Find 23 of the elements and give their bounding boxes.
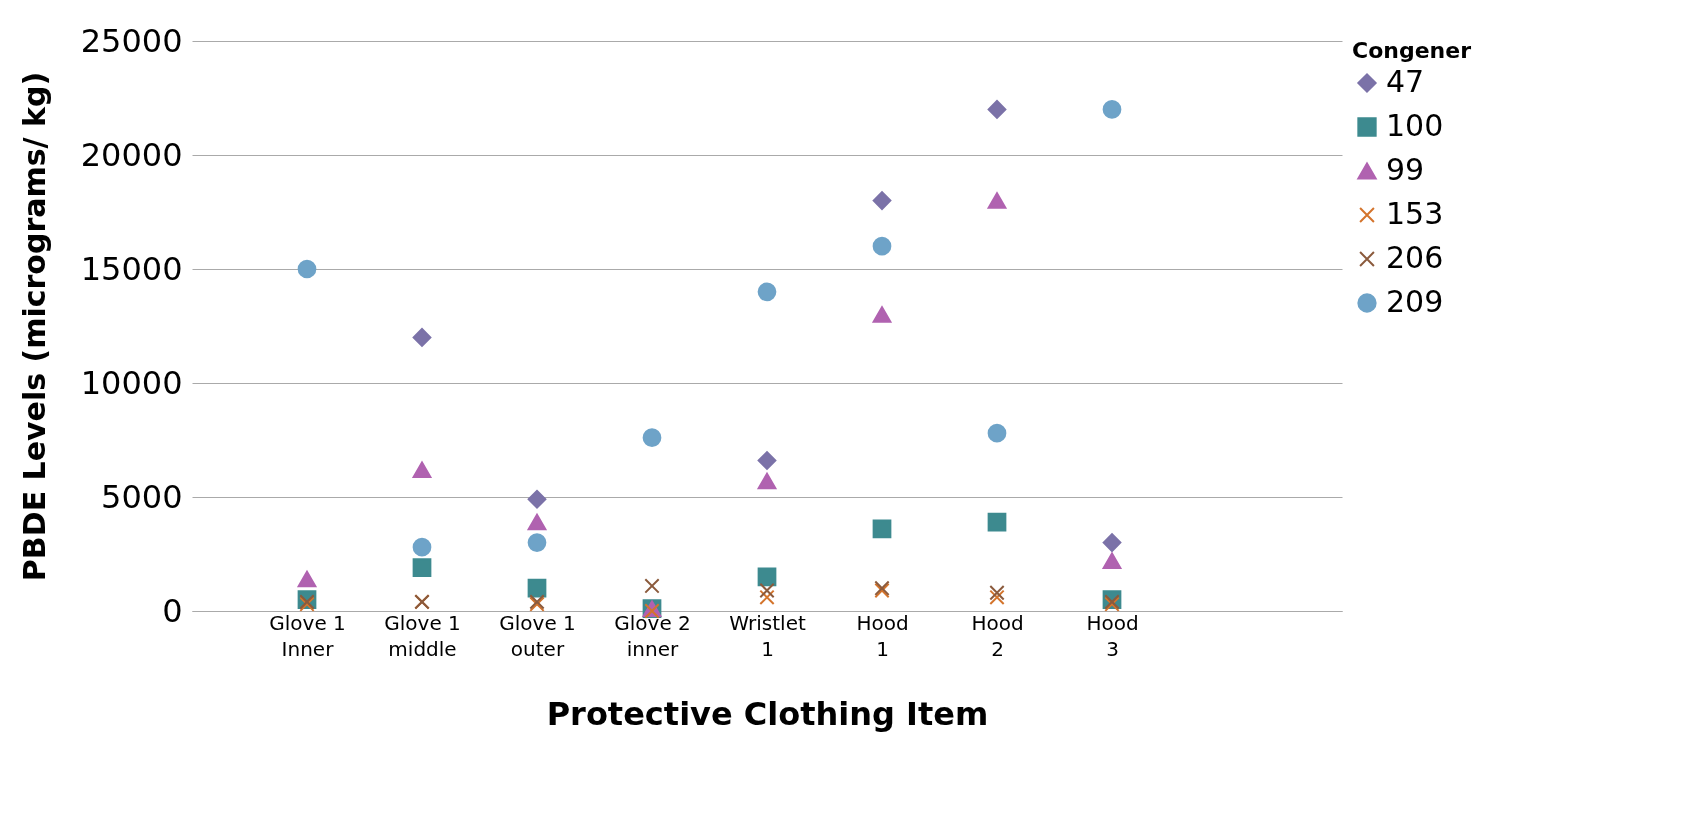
legend-label: 47 — [1386, 64, 1425, 99]
y-tick-label: 15000 — [80, 249, 183, 288]
legend-label: 99 — [1386, 152, 1425, 187]
x-tick-label: Hood 3 — [1086, 610, 1139, 661]
x-tick-label: Glove 1 outer — [499, 610, 576, 661]
x-axis-title: Protective Clothing Item — [546, 694, 989, 733]
x-tick-label: Wristlet 1 — [729, 610, 806, 661]
y-axis-title: PBDE Levels (micrograms/ kg) — [16, 71, 52, 582]
y-tick-label: 10000 — [80, 363, 183, 402]
legend-label: 153 — [1386, 196, 1444, 231]
legend-label: 100 — [1386, 108, 1444, 143]
legend-title: Congener — [1352, 38, 1472, 63]
legend-label: 209 — [1386, 284, 1444, 319]
y-tick-label: 20000 — [80, 135, 183, 174]
x-tick-label: Glove 1 middle — [384, 610, 461, 661]
x-tick-label: Hood 1 — [856, 610, 909, 661]
y-tick-label: 25000 — [80, 21, 183, 60]
y-tick-label: 5000 — [101, 477, 183, 516]
x-tick-label: Glove 1 Inner — [269, 610, 346, 661]
y-tick-label: 0 — [162, 591, 183, 630]
legend-label: 206 — [1386, 240, 1444, 275]
x-tick-label: Glove 2 inner — [614, 610, 691, 661]
x-tick-label: Hood 2 — [971, 610, 1024, 661]
